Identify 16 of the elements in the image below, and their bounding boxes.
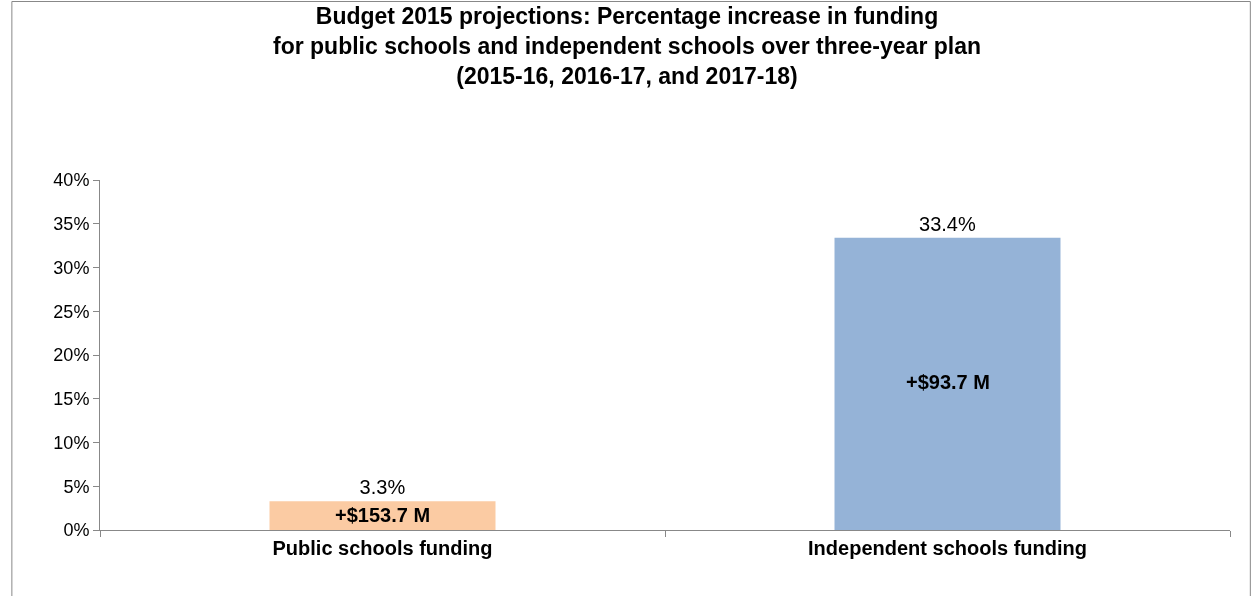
data-label: 3.3% bbox=[359, 476, 406, 499]
y-tick-label: 40% bbox=[53, 170, 90, 191]
y-tick-label: 0% bbox=[63, 520, 90, 541]
y-tick-label: 10% bbox=[53, 432, 90, 453]
y-tick-label: 30% bbox=[53, 257, 90, 278]
data-label: 33.4% bbox=[919, 212, 976, 235]
y-tick-label: 25% bbox=[53, 301, 90, 322]
y-tick-label: 5% bbox=[63, 476, 90, 497]
y-tick-label: 20% bbox=[53, 345, 90, 366]
y-tick-label: 35% bbox=[53, 214, 90, 235]
y-tick-label: 15% bbox=[53, 389, 90, 410]
x-tick-label: Public schools funding bbox=[272, 537, 493, 559]
annotation: +$153.7 M bbox=[335, 504, 431, 526]
x-tick-label: Independent schools funding bbox=[808, 537, 1087, 559]
annotation: +$93.7 M bbox=[906, 371, 990, 393]
chart-title: Budget 2015 projections: Percentage increase in funding for public schools and independent schools over three-year plan (2015-16, 2016-17, and 2017-18) bbox=[272, 2, 982, 89]
